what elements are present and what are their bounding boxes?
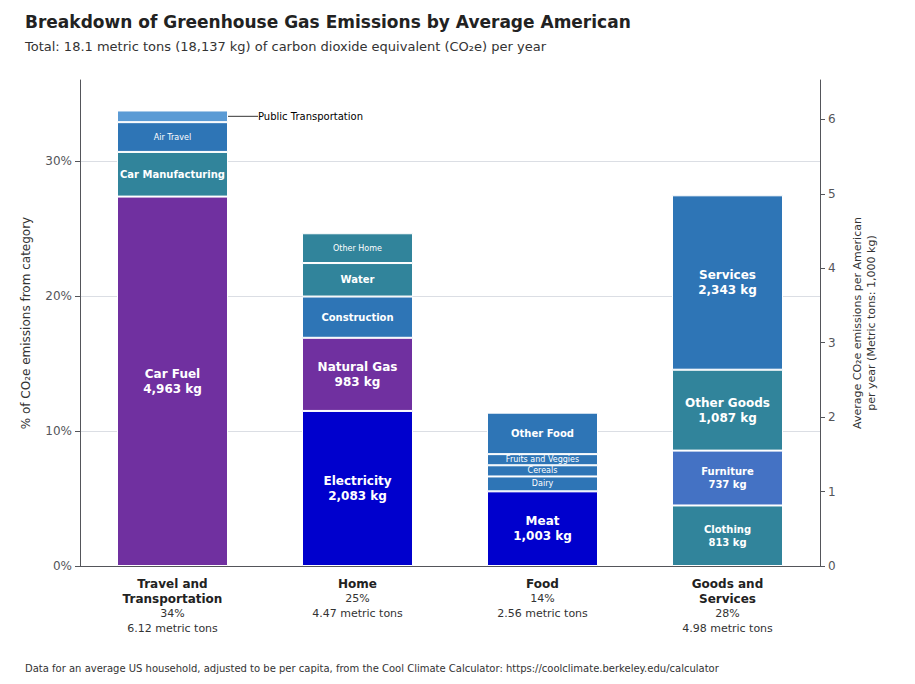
svg-text:Services: Services — [699, 592, 756, 606]
svg-text:Fruits and Veggies: Fruits and Veggies — [506, 455, 579, 464]
svg-text:% of CO₂e emissions from categ: % of CO₂e emissions from category — [19, 217, 33, 429]
svg-text:6.12 metric tons: 6.12 metric tons — [127, 622, 218, 635]
svg-text:737 kg: 737 kg — [708, 479, 746, 490]
svg-text:Natural Gas: Natural Gas — [318, 360, 398, 374]
svg-text:Travel and: Travel and — [137, 577, 207, 591]
svg-text:983 kg: 983 kg — [335, 375, 381, 389]
svg-text:1,087 kg: 1,087 kg — [698, 411, 757, 425]
svg-text:5: 5 — [828, 187, 836, 201]
svg-text:2,343 kg: 2,343 kg — [698, 283, 757, 297]
svg-text:2: 2 — [828, 410, 836, 424]
svg-text:2,083 kg: 2,083 kg — [328, 489, 387, 503]
svg-text:3: 3 — [828, 336, 836, 350]
svg-text:Food: Food — [526, 577, 559, 591]
svg-text:Water: Water — [341, 274, 375, 285]
svg-text:25%: 25% — [345, 592, 369, 605]
svg-text:Cereals: Cereals — [528, 466, 558, 475]
svg-text:34%: 34% — [160, 607, 184, 620]
svg-text:Public Transportation: Public Transportation — [258, 111, 363, 122]
svg-text:0: 0 — [828, 559, 836, 573]
svg-text:Other Goods: Other Goods — [685, 396, 770, 410]
svg-text:per year (Metric tons: 1,000 k: per year (Metric tons: 1,000 kg) — [865, 235, 878, 410]
svg-text:Breakdown of Greenhouse Gas Em: Breakdown of Greenhouse Gas Emissions by… — [25, 12, 631, 32]
svg-text:1,003 kg: 1,003 kg — [513, 529, 572, 543]
svg-text:4,963 kg: 4,963 kg — [143, 382, 202, 396]
svg-text:10%: 10% — [45, 424, 72, 438]
svg-text:Clothing: Clothing — [704, 524, 751, 535]
svg-text:Car Fuel: Car Fuel — [145, 367, 200, 381]
svg-text:Other Home: Other Home — [333, 244, 382, 253]
svg-text:Construction: Construction — [321, 312, 393, 323]
svg-text:4.47 metric tons: 4.47 metric tons — [312, 607, 403, 620]
svg-text:Other Food: Other Food — [511, 428, 574, 439]
svg-text:1: 1 — [828, 485, 836, 499]
svg-text:Average CO₂e emissions per Ame: Average CO₂e emissions per American — [851, 217, 864, 429]
svg-text:0%: 0% — [53, 559, 72, 573]
svg-text:Services: Services — [699, 268, 756, 282]
svg-text:28%: 28% — [715, 607, 739, 620]
svg-text:Meat: Meat — [526, 514, 560, 528]
svg-text:Home: Home — [338, 577, 377, 591]
svg-text:20%: 20% — [45, 289, 72, 303]
svg-text:Dairy: Dairy — [532, 479, 554, 488]
svg-text:Air Travel: Air Travel — [154, 133, 191, 142]
svg-text:813 kg: 813 kg — [708, 537, 746, 548]
svg-text:Furniture: Furniture — [701, 466, 754, 477]
svg-text:30%: 30% — [45, 154, 72, 168]
svg-text:4: 4 — [828, 261, 836, 275]
svg-text:Electricity: Electricity — [323, 474, 391, 488]
svg-text:14%: 14% — [530, 592, 554, 605]
svg-text:Data for an average US househo: Data for an average US household, adjust… — [25, 663, 720, 674]
svg-text:Goods and: Goods and — [692, 577, 763, 591]
svg-text:6: 6 — [828, 112, 836, 126]
svg-text:Transportation: Transportation — [123, 592, 223, 606]
svg-text:Car Manufacturing: Car Manufacturing — [120, 169, 225, 180]
svg-text:4.98 metric tons: 4.98 metric tons — [682, 622, 773, 635]
svg-text:Total: 18.1 metric tons (18,13: Total: 18.1 metric tons (18,137 kg) of c… — [24, 39, 547, 54]
svg-text:2.56 metric tons: 2.56 metric tons — [497, 607, 588, 620]
